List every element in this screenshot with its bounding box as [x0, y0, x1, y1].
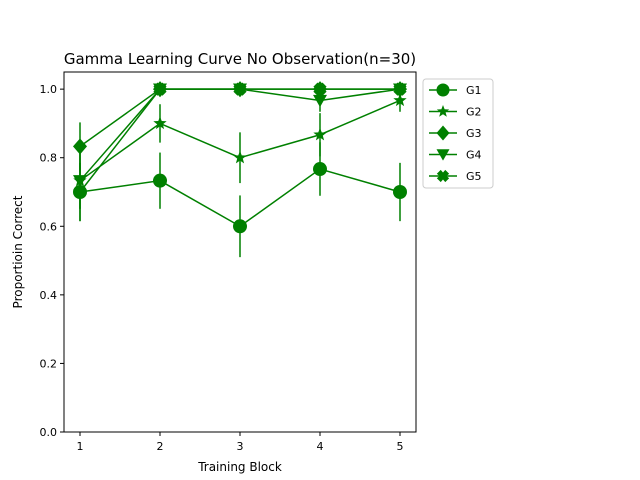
legend-item-G1: G1 — [429, 83, 482, 97]
data-point — [313, 82, 327, 96]
legend-marker — [436, 125, 450, 141]
plot-area — [73, 81, 407, 258]
data-point — [313, 94, 327, 108]
legend-item-G3: G3 — [429, 125, 482, 141]
data-point — [153, 173, 167, 188]
data-point — [233, 82, 247, 96]
legend-box — [422, 78, 494, 189]
legend-marker — [436, 83, 450, 97]
x-tick-label: 4 — [317, 440, 324, 453]
legend-label: G3 — [466, 127, 482, 140]
data-point — [393, 82, 407, 96]
y-axis-label: Proportioin Correct — [11, 195, 25, 308]
x-tick-label: 2 — [157, 440, 164, 453]
series-G1 — [73, 142, 407, 258]
x-tick-label: 3 — [237, 440, 244, 453]
x-tick-label: 5 — [397, 440, 404, 453]
data-point — [393, 93, 407, 107]
data-point — [313, 162, 327, 177]
data-point — [233, 219, 247, 234]
data-point — [393, 185, 407, 199]
legend-marker — [436, 169, 450, 183]
series-G5 — [73, 82, 407, 222]
legend-label: G4 — [466, 149, 482, 162]
data-point — [233, 150, 247, 164]
legend-item-G4: G4 — [429, 149, 482, 162]
data-point — [73, 138, 87, 155]
legend-item-G2: G2 — [429, 105, 482, 119]
chart-title: Gamma Learning Curve No Observation(n=30… — [64, 50, 416, 68]
data-point — [73, 185, 87, 199]
series-G2 — [73, 89, 407, 209]
y-tick-label: 0.4 — [40, 289, 58, 302]
x-axis: 1 2 3 4 5 — [77, 432, 404, 453]
legend-label: G5 — [466, 170, 482, 183]
x-axis-label: Training Block — [197, 460, 282, 474]
y-tick-label: 0.6 — [40, 220, 58, 233]
legend-item-G5: G5 — [429, 169, 482, 183]
data-point — [153, 82, 167, 96]
y-axis: 0.0 0.2 0.4 0.6 0.8 1.0 — [40, 83, 64, 439]
y-tick-label: 0.0 — [40, 426, 58, 439]
legend-marker — [436, 105, 450, 117]
x-tick-label: 1 — [77, 440, 84, 453]
data-point — [153, 116, 167, 130]
data-point — [313, 127, 327, 141]
legend: G1 G2 G3 G4 G5 — [422, 78, 494, 189]
y-tick-label: 0.2 — [40, 357, 58, 370]
y-tick-label: 0.8 — [40, 152, 58, 165]
y-tick-label: 1.0 — [40, 83, 58, 96]
legend-label: G1 — [466, 84, 482, 97]
legend-marker — [436, 149, 450, 161]
legend-label: G2 — [466, 106, 482, 119]
